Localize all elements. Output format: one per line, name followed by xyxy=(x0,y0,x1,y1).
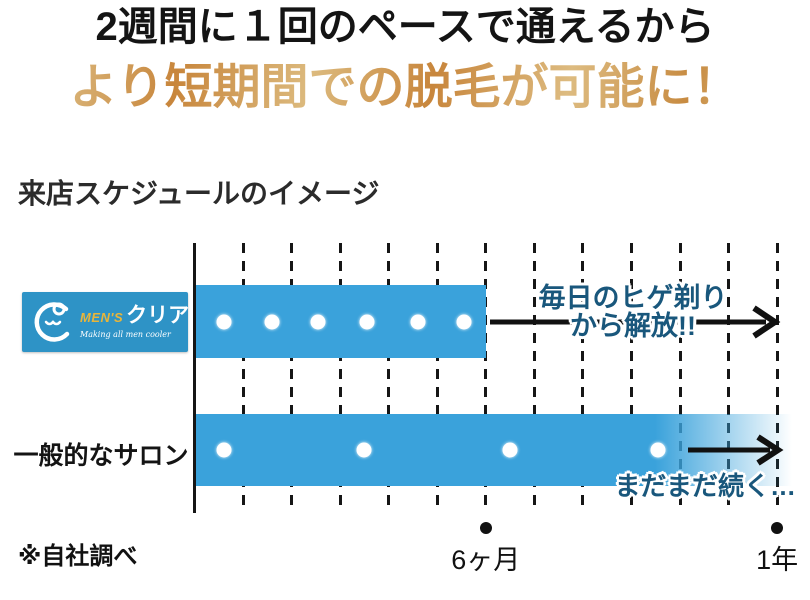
annotation-continues: まだまだ続く… xyxy=(614,471,796,501)
visit-dot xyxy=(456,314,472,329)
logo-mens-text: MEN'S xyxy=(80,310,124,325)
logo-tagline: Making all men cooler xyxy=(80,330,171,339)
headline-sub: より短期間での脱毛が可能に！ xyxy=(0,60,810,115)
visit-dot xyxy=(650,442,666,458)
annotation-relief-line1: 毎日のヒゲ剃り xyxy=(538,283,728,313)
headline-sub-gold-text: より短期間での脱毛が可能に！ xyxy=(69,61,741,114)
logo-brand-line: MEN'S クリア xyxy=(80,305,189,326)
headline-main: 2週間に１回のペースで通えるから xyxy=(95,5,715,49)
month-gridline xyxy=(532,243,536,513)
annotation-relief: 毎日のヒゲ剃り から解放!! xyxy=(497,284,769,341)
section-title: 来店スケジュールのイメージ xyxy=(18,178,380,209)
mens-clear-c-swirl-icon xyxy=(34,302,70,342)
logo-text-block: MEN'S クリア Making all men cooler xyxy=(80,305,189,339)
tick-dot xyxy=(479,522,492,534)
tick-label: 1年 xyxy=(756,545,799,575)
visit-dot xyxy=(216,314,232,329)
month-gridline xyxy=(775,243,779,513)
bar-mens-clear xyxy=(196,285,486,358)
mens-clear-logo: MEN'S クリア Making all men cooler xyxy=(22,292,189,352)
visit-dot xyxy=(502,442,518,458)
tick-label: 6ヶ月 xyxy=(451,545,521,575)
month-gridline xyxy=(387,243,391,513)
month-gridline xyxy=(581,243,585,513)
visit-dot xyxy=(359,314,375,329)
month-gridline xyxy=(629,243,633,513)
month-gridline xyxy=(435,243,439,513)
relief-arrow xyxy=(490,305,781,339)
month-gridline xyxy=(338,243,342,513)
visit-dot xyxy=(216,442,232,458)
visit-dot xyxy=(264,314,280,329)
month-gridline xyxy=(484,243,488,513)
footnote-source: ※自社調べ xyxy=(18,543,138,570)
month-gridline xyxy=(678,243,682,513)
annotation-relief-line2: から解放!! xyxy=(570,311,696,342)
timeline-axis xyxy=(193,243,196,513)
visit-dot xyxy=(410,314,426,329)
continues-arrow xyxy=(688,434,784,466)
month-gridline xyxy=(727,243,731,513)
tick-dot xyxy=(771,522,784,534)
logo-clear-text: クリア xyxy=(126,304,190,327)
month-gridline xyxy=(290,243,294,513)
generic-salon-label: 一般的なサロン xyxy=(13,442,189,470)
visit-dot xyxy=(356,442,372,458)
month-gridline xyxy=(241,243,245,513)
visit-dot xyxy=(310,314,326,329)
